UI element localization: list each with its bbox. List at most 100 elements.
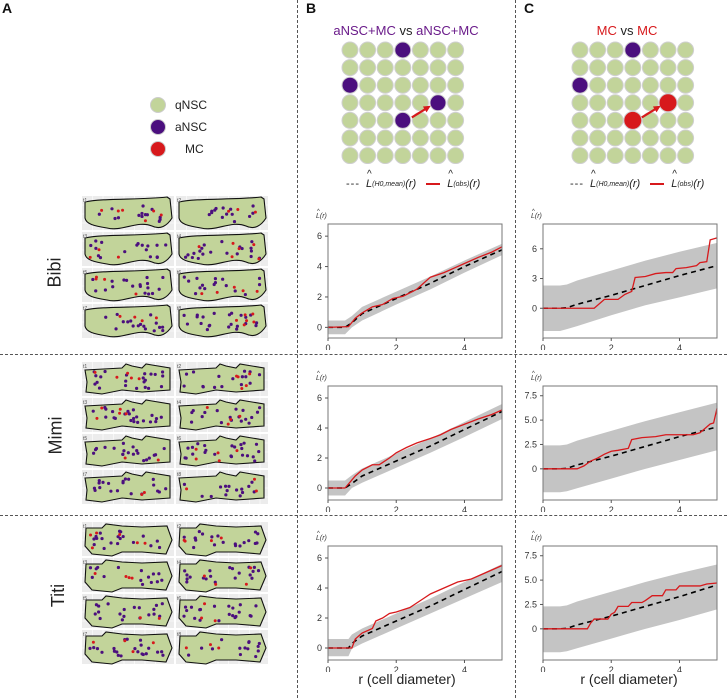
ansc-point [182, 384, 186, 388]
legend-label: qNSC [175, 98, 208, 112]
tile-label: t3 [83, 234, 87, 240]
mc-point [255, 289, 259, 293]
ansc-point [142, 459, 146, 463]
ansc-point [127, 412, 131, 416]
tile-label: t3 [83, 560, 87, 566]
plot-frame [327, 385, 503, 501]
tile-label: t4 [177, 234, 181, 240]
ansc-point [144, 652, 148, 656]
ansc-point [250, 480, 254, 484]
ansc-point [187, 279, 191, 283]
ansc-point [247, 640, 251, 644]
qnsc-cell [659, 76, 677, 94]
ansc-point [131, 408, 136, 412]
ansc-point [147, 613, 151, 617]
title-left: aNSC+MC [333, 23, 396, 38]
y-tick-label: 4 [317, 583, 322, 593]
ansc-point [252, 565, 257, 569]
mc-point [118, 314, 122, 318]
x-tick-label: 2 [394, 505, 399, 512]
ansc-point [141, 652, 145, 657]
tile-label: t4 [177, 400, 181, 406]
ansc-point [146, 575, 151, 579]
ansc-point [122, 449, 126, 453]
observed-line [543, 408, 718, 470]
mc-point [118, 411, 122, 415]
mc-point [203, 602, 207, 606]
mc-point [116, 255, 120, 259]
ansc-point [220, 215, 224, 220]
ansc-point [231, 614, 235, 618]
y-tick-label: 5.0 [524, 415, 537, 425]
ansc-point [118, 612, 122, 616]
ansc-point [131, 416, 136, 421]
ansc-point [160, 602, 164, 606]
ansc-point [97, 386, 102, 390]
x-tick-label: 4 [677, 665, 682, 672]
ansc-point [123, 250, 127, 254]
mc-point [95, 531, 99, 535]
qnsc-cell [589, 41, 607, 59]
title-right: aNSC+MC [416, 23, 479, 38]
mc-point [124, 412, 128, 416]
ansc-point [242, 540, 246, 545]
ansc-point [239, 419, 243, 423]
x-tick-label: 2 [609, 343, 614, 350]
ansc-point [221, 277, 225, 281]
ansc-point [195, 276, 199, 281]
mc-point [97, 248, 101, 252]
ansc-point [201, 315, 205, 319]
ansc-point [131, 445, 135, 449]
qnsc-cell [589, 111, 607, 129]
mc-point [251, 312, 255, 316]
ansc-point [91, 277, 95, 282]
qnsc-cell [677, 76, 695, 94]
qnsc-cell [394, 147, 412, 164]
ansc-point [220, 385, 224, 389]
qnsc-cell [411, 76, 429, 94]
ansc-point [238, 494, 242, 498]
ansc-point [238, 646, 242, 650]
ansc-point [203, 410, 207, 415]
tissue-outline [84, 559, 173, 593]
ansc-point [257, 641, 261, 646]
ansc-point [115, 489, 120, 493]
ansc-point [213, 208, 217, 212]
y-tick-label: 2 [317, 613, 322, 623]
tile-label: t3 [83, 400, 87, 406]
hat-icon: ^ [317, 371, 320, 377]
ansc-point [103, 288, 108, 292]
ansc-point [131, 324, 135, 328]
mc-point [194, 457, 198, 461]
ansc-point [219, 421, 224, 425]
qnsc-cell [411, 147, 429, 164]
legend-mean-sub: (H0,mean) [596, 180, 630, 188]
ansc-point [256, 644, 260, 649]
ansc-point [97, 479, 101, 483]
ansc-point [93, 448, 98, 452]
ansc-point [129, 492, 133, 496]
legend-obs-sub: (obs) [453, 180, 470, 188]
ansc-cell [571, 76, 589, 94]
ansc-point [247, 539, 251, 543]
ansc-point [152, 329, 156, 333]
ansc-point [164, 243, 168, 247]
ansc-point [230, 444, 234, 448]
ansc-point [256, 532, 260, 536]
plot-b-titi: L(r)^ 0 2 4 0 2 4 6 [316, 531, 503, 672]
ansc-point [190, 445, 195, 449]
qnsc-cell [359, 147, 377, 164]
tile-label: t6 [177, 270, 181, 276]
ansc-point [192, 251, 196, 255]
ansc-point [193, 536, 197, 540]
ansc-point [158, 215, 162, 219]
hat-icon: ^ [532, 371, 535, 377]
ansc-point [89, 243, 93, 248]
mc-point [118, 533, 122, 537]
tissue-maps: t1 t2 t3 t4 t5 t6 t7 t8 t1 t2 t3 t4 t5 t6 t7 t8 t1 t2 t3 t4… [82, 196, 268, 665]
plot-b-bibi: L(r)^ 0 2 4 0 2 4 6 [316, 209, 503, 350]
ansc-point [192, 545, 196, 550]
ansc-point [146, 244, 150, 248]
ansc-point [150, 413, 154, 418]
qnsc-cell [641, 147, 659, 164]
